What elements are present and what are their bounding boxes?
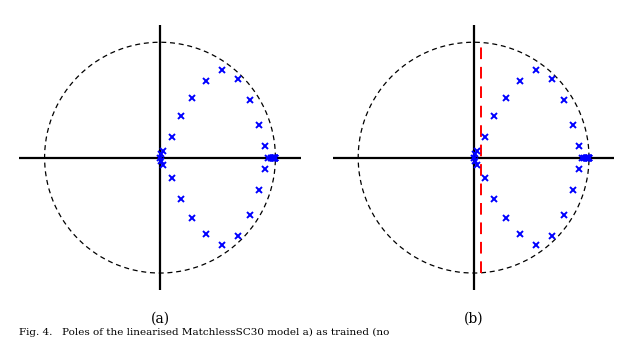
Text: (b): (b): [464, 312, 483, 325]
Text: Fig. 4.   Poles of the linearised MatchlessSC30 model a) as trained (no: Fig. 4. Poles of the linearised Matchles…: [19, 328, 390, 337]
Text: (a): (a): [150, 312, 170, 325]
